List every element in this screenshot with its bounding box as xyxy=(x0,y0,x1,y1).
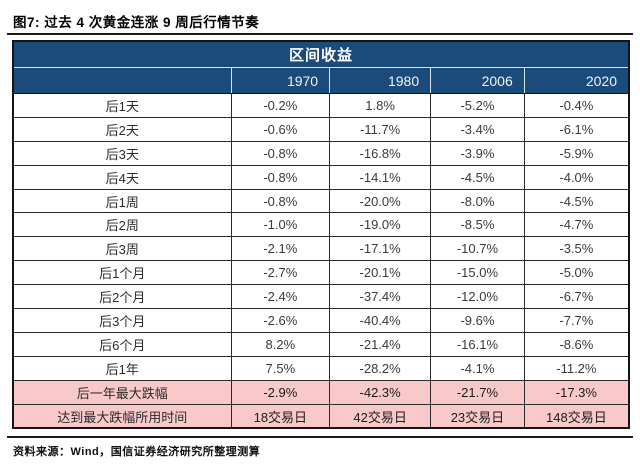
row-value: -3.4% xyxy=(430,116,525,142)
row-value: -8.6% xyxy=(523,331,630,357)
row-value: -8.5% xyxy=(430,212,525,238)
row-value: -4.7% xyxy=(523,212,630,238)
row-value: -2.4% xyxy=(230,284,331,310)
row-value: 148交易日 xyxy=(523,403,630,429)
row-value: 23交易日 xyxy=(430,403,525,429)
row-value: 1.8% xyxy=(329,93,432,118)
row-value: -37.4% xyxy=(329,284,432,310)
table-row: 后3天 -0.8% -16.8% -3.9% -5.9% xyxy=(12,140,630,166)
row-label: 后2周 xyxy=(12,212,232,238)
row-value: -17.1% xyxy=(329,236,432,262)
row-value: -4.1% xyxy=(430,355,525,381)
row-value: -4.5% xyxy=(523,188,630,214)
row-value: -2.1% xyxy=(230,236,331,262)
row-value: -8.0% xyxy=(430,188,525,214)
row-value: -1.0% xyxy=(230,212,331,238)
row-value: -17.3% xyxy=(523,379,630,405)
row-value: -6.1% xyxy=(523,116,630,142)
row-value: -5.2% xyxy=(430,93,525,118)
table-row: 后2周 -1.0% -19.0% -8.5% -4.7% xyxy=(12,212,630,238)
row-label: 后1年 xyxy=(12,355,232,381)
table-row: 后1天 -0.2% 1.8% -5.2% -0.4% xyxy=(12,93,630,118)
row-value: -0.6% xyxy=(230,116,331,142)
column-header-2020: 2020 xyxy=(523,67,630,94)
row-value: -21.4% xyxy=(329,331,432,357)
row-value: -12.0% xyxy=(430,284,525,310)
table-body: 后1天 -0.2% 1.8% -5.2% -0.4% 后2天 -0.6% -11.7% -3.4… xyxy=(12,93,630,429)
row-label: 后3周 xyxy=(12,236,232,262)
row-value: -5.0% xyxy=(523,260,630,286)
row-value: 7.5% xyxy=(230,355,331,381)
title-divider xyxy=(7,33,633,35)
row-label: 后6个月 xyxy=(12,331,232,357)
column-header-2006: 2006 xyxy=(430,67,525,94)
row-value: -2.7% xyxy=(230,260,331,286)
row-label: 后1周 xyxy=(12,188,232,214)
row-value: 18交易日 xyxy=(230,403,331,429)
column-header-row: 1970 1980 2006 2020 xyxy=(12,67,630,94)
row-value: -0.8% xyxy=(230,188,331,214)
row-label: 后一年最大跌幅 xyxy=(12,379,232,405)
returns-table: 区间收益 1970 1980 2006 2020 后1天 -0.2% 1.8% -5.… xyxy=(12,40,630,430)
row-value: -16.8% xyxy=(329,140,432,166)
table-row: 后1年 7.5% -28.2% -4.1% -11.2% xyxy=(12,355,630,381)
row-value: -0.4% xyxy=(523,93,630,118)
row-value: 42交易日 xyxy=(329,403,432,429)
table-row: 后6个月 8.2% -21.4% -16.1% -8.6% xyxy=(12,331,630,357)
table-row: 后3个月 -2.6% -40.4% -9.6% -7.7% xyxy=(12,308,630,333)
row-value: -3.9% xyxy=(430,140,525,166)
table-row: 后2天 -0.6% -11.7% -3.4% -6.1% xyxy=(12,116,630,142)
row-label: 后3个月 xyxy=(12,308,232,333)
row-value: -0.8% xyxy=(230,140,331,166)
table-row: 后1个月 -2.7% -20.1% -15.0% -5.0% xyxy=(12,260,630,286)
table-title: 区间收益 xyxy=(12,40,630,68)
row-value: -20.1% xyxy=(329,260,432,286)
table-row: 后3周 -2.1% -17.1% -10.7% -3.5% xyxy=(12,236,630,262)
table-row: 达到最大跌幅所用时间 18交易日 42交易日 23交易日 148交易日 xyxy=(12,403,630,429)
source-note: 资料来源：Wind，国信证券经济研究所整理测算 xyxy=(13,446,261,458)
row-value: -5.9% xyxy=(523,140,630,166)
row-value: 8.2% xyxy=(230,331,331,357)
row-value: -0.2% xyxy=(230,93,331,118)
table-title-row: 区间收益 xyxy=(12,40,630,68)
row-value: -3.5% xyxy=(523,236,630,262)
row-value: -42.3% xyxy=(329,379,432,405)
footer-divider xyxy=(7,436,633,438)
row-value: -11.2% xyxy=(523,355,630,381)
row-label: 后4天 xyxy=(12,164,232,190)
row-value: -9.6% xyxy=(430,308,525,333)
row-value: -4.5% xyxy=(430,164,525,190)
row-label: 后1个月 xyxy=(12,260,232,286)
row-value: -28.2% xyxy=(329,355,432,381)
row-value: -40.4% xyxy=(329,308,432,333)
row-label: 达到最大跌幅所用时间 xyxy=(12,403,232,429)
row-value: -2.9% xyxy=(230,379,331,405)
row-value: -19.0% xyxy=(329,212,432,238)
table-row: 后1周 -0.8% -20.0% -8.0% -4.5% xyxy=(12,188,630,214)
row-value: -7.7% xyxy=(523,308,630,333)
row-value: -14.1% xyxy=(329,164,432,190)
row-label: 后2个月 xyxy=(12,284,232,310)
table-row: 后一年最大跌幅 -2.9% -42.3% -21.7% -17.3% xyxy=(12,379,630,405)
row-value: -15.0% xyxy=(430,260,525,286)
row-value: -0.8% xyxy=(230,164,331,190)
figure-title: 图7: 过去 4 次黄金连涨 9 周后行情节奏 xyxy=(13,15,260,30)
row-value: -21.7% xyxy=(430,379,525,405)
row-value: -4.0% xyxy=(523,164,630,190)
row-value: -11.7% xyxy=(329,116,432,142)
row-value: -2.6% xyxy=(230,308,331,333)
corner-cell xyxy=(12,67,232,94)
row-label: 后1天 xyxy=(12,93,232,118)
table-row: 后2个月 -2.4% -37.4% -12.0% -6.7% xyxy=(12,284,630,310)
row-value: -20.0% xyxy=(329,188,432,214)
row-label: 后2天 xyxy=(12,116,232,142)
row-value: -16.1% xyxy=(430,331,525,357)
row-value: -10.7% xyxy=(430,236,525,262)
table-row: 后4天 -0.8% -14.1% -4.5% -4.0% xyxy=(12,164,630,190)
column-header-1980: 1980 xyxy=(329,67,432,94)
column-header-1970: 1970 xyxy=(230,67,331,94)
row-label: 后3天 xyxy=(12,140,232,166)
row-value: -6.7% xyxy=(523,284,630,310)
